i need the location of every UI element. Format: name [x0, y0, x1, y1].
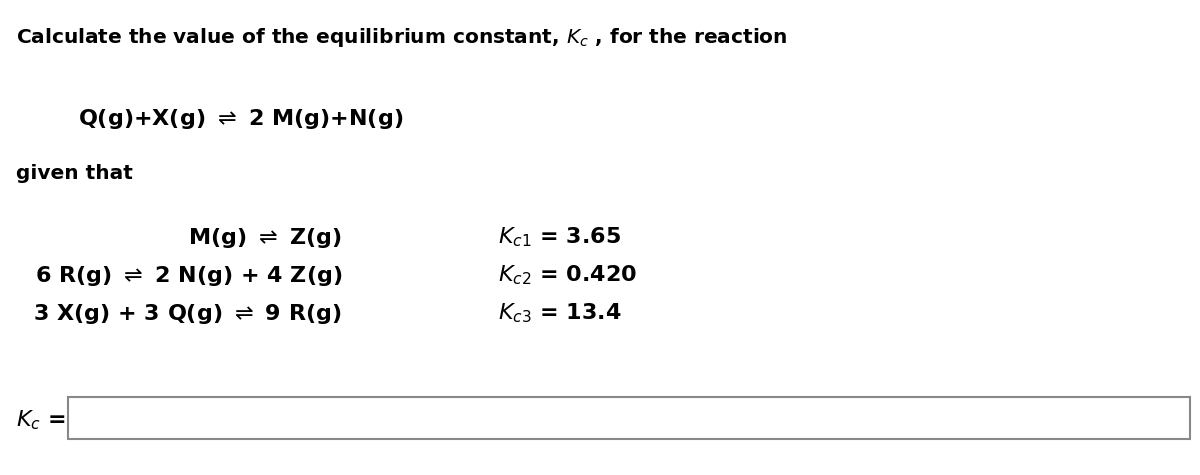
Text: $K_{c3}$ = 13.4: $K_{c3}$ = 13.4: [498, 302, 622, 325]
Text: $K_{c2}$ = 0.420: $K_{c2}$ = 0.420: [498, 264, 637, 287]
Text: 3 X(g) + 3 Q(g) $\rightleftharpoons$ 9 R(g): 3 X(g) + 3 Q(g) $\rightleftharpoons$ 9 R…: [34, 302, 342, 326]
Text: 6 R(g) $\rightleftharpoons$ 2 N(g) + 4 Z(g): 6 R(g) $\rightleftharpoons$ 2 N(g) + 4 Z…: [35, 264, 342, 288]
Text: Calculate the value of the equilibrium constant, $K_c$ , for the reaction: Calculate the value of the equilibrium c…: [16, 26, 787, 49]
Text: $K_c$ =: $K_c$ =: [16, 408, 65, 432]
Text: given that: given that: [16, 164, 132, 183]
Text: M(g) $\rightleftharpoons$ Z(g): M(g) $\rightleftharpoons$ Z(g): [188, 226, 342, 250]
Text: $K_{c1}$ = 3.65: $K_{c1}$ = 3.65: [498, 226, 622, 249]
Text: Q(g)+X(g) $\rightleftharpoons$ 2 M(g)+N(g): Q(g)+X(g) $\rightleftharpoons$ 2 M(g)+N(…: [78, 107, 403, 131]
